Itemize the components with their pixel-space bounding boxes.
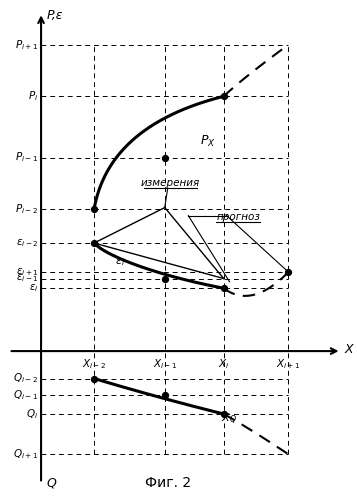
Point — [91, 375, 97, 383]
Text: $X_{i+1}$: $X_{i+1}$ — [276, 357, 301, 371]
Text: $P_i$: $P_i$ — [28, 89, 38, 103]
Text: $Q_{i-2}$: $Q_{i-2}$ — [13, 372, 38, 385]
Text: $P_X$: $P_X$ — [200, 134, 216, 149]
Text: $X_Q$: $X_Q$ — [221, 412, 237, 427]
Text: $P_{i+1}$: $P_{i+1}$ — [15, 38, 38, 51]
Text: $\varepsilon_{i-1}$: $\varepsilon_{i-1}$ — [16, 272, 38, 284]
Text: $\varepsilon_i$: $\varepsilon_i$ — [115, 256, 125, 268]
Text: X: X — [345, 343, 353, 356]
Point — [221, 284, 226, 292]
Point — [221, 92, 226, 100]
Text: $Q_{i-1}$: $Q_{i-1}$ — [13, 388, 38, 402]
Point — [91, 205, 97, 213]
Text: $\varepsilon_i$: $\varepsilon_i$ — [29, 282, 38, 294]
Text: $P_{i-1}$: $P_{i-1}$ — [15, 151, 38, 165]
Point — [286, 268, 291, 276]
Text: $\varepsilon_{i-2}$: $\varepsilon_{i-2}$ — [16, 237, 38, 249]
Text: прогноз: прогноз — [216, 212, 260, 222]
Point — [91, 239, 97, 247]
Point — [221, 410, 226, 418]
Text: Фиг. 2: Фиг. 2 — [145, 476, 191, 490]
Text: Q: Q — [47, 477, 57, 490]
Text: $Q_{i+1}$: $Q_{i+1}$ — [13, 448, 38, 461]
Text: $\varepsilon_{i+1}$: $\varepsilon_{i+1}$ — [16, 266, 38, 278]
Text: $X_{i-2}$: $X_{i-2}$ — [82, 357, 106, 371]
Text: $X_i$: $X_i$ — [218, 357, 230, 371]
Text: $Q_i$: $Q_i$ — [26, 407, 38, 421]
Text: измерения: измерения — [141, 178, 200, 188]
Text: $P_{i-2}$: $P_{i-2}$ — [15, 202, 38, 216]
Point — [162, 391, 167, 399]
Point — [162, 154, 167, 162]
Text: P,ε: P,ε — [47, 9, 64, 22]
Text: $X_{i-1}$: $X_{i-1}$ — [152, 357, 177, 371]
Point — [162, 274, 167, 282]
